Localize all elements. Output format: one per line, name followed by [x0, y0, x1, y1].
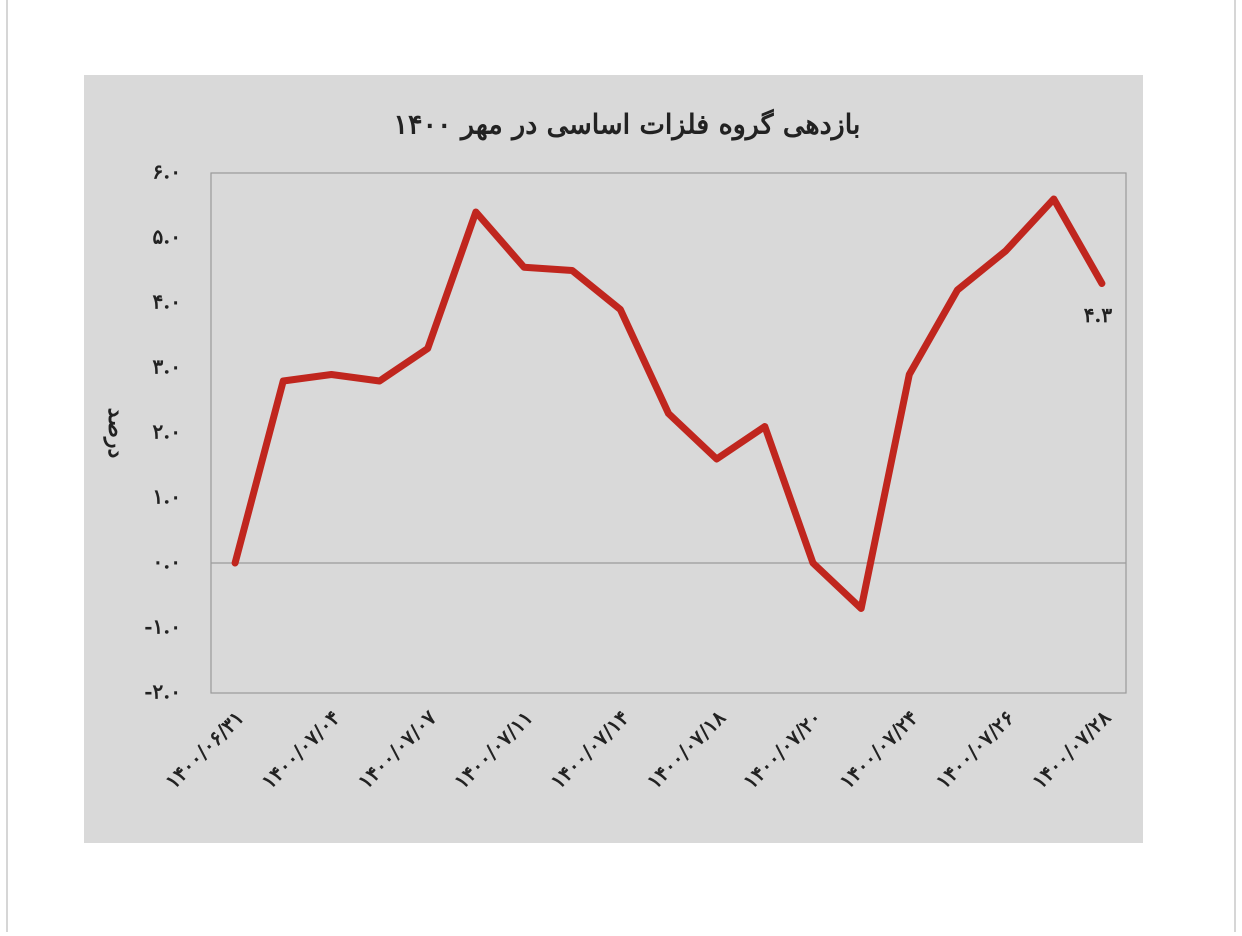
y-tick-label: ۵.۰	[153, 225, 181, 249]
data-label: ۴.۳	[1084, 303, 1113, 327]
y-tick-label: ۴.۰	[153, 290, 181, 314]
data-line	[231, 195, 1106, 612]
y-tick-label: ۶.۰	[153, 160, 181, 184]
y-tick-label: ۱.۰	[153, 485, 181, 509]
chart-title: بازدهی گروه فلزات اساسی در مهر ۱۴۰۰	[394, 109, 861, 142]
y-tick-label: -۲.۰	[144, 680, 181, 704]
y-tick-label: ۲.۰	[153, 420, 181, 444]
y-tick-label: -۱.۰	[144, 615, 181, 639]
y-axis-label: درصد	[103, 408, 129, 459]
plot-area	[210, 172, 1127, 694]
y-tick-label: ۰.۰	[153, 550, 181, 574]
y-tick-label: ۳.۰	[153, 355, 181, 379]
